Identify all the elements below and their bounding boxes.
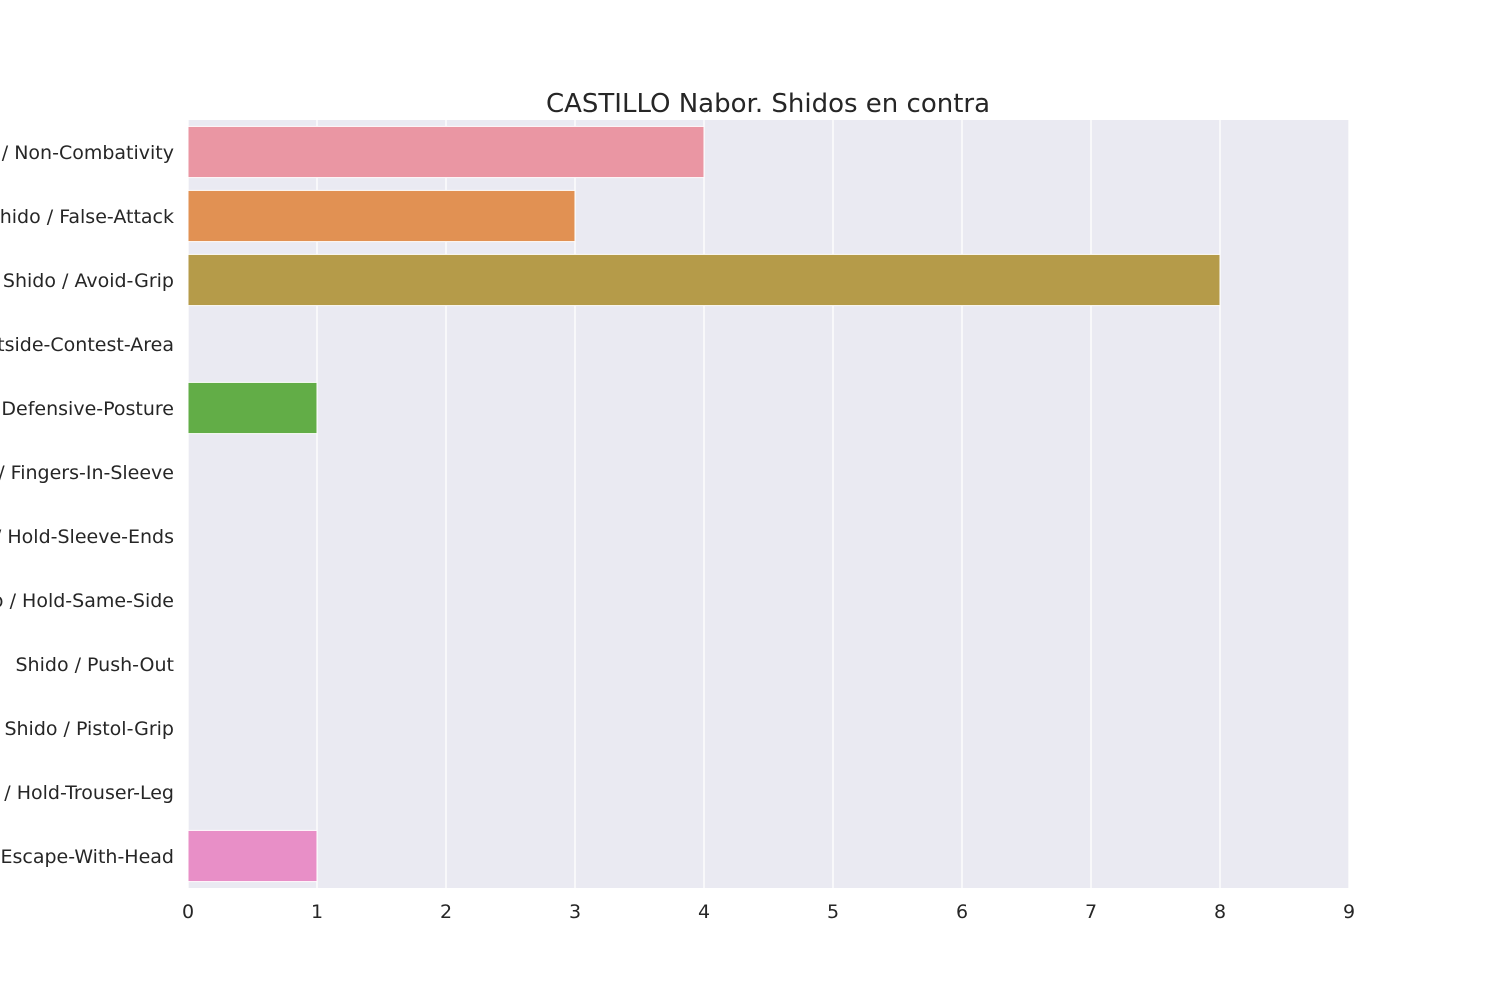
y-tick-label: Shido / Hold-Same-Side <box>0 590 174 612</box>
chart-title: CASTILLO Nabor. Shidos en contra <box>546 89 990 119</box>
y-tick-label: Shido / Push-Out <box>16 654 175 676</box>
x-tick-label: 4 <box>698 901 710 923</box>
y-tick-label: Shido / Fingers-In-Sleeve <box>0 462 174 484</box>
plot-background <box>188 120 1349 888</box>
x-tick-label: 5 <box>827 901 839 923</box>
bars <box>187 125 1221 883</box>
y-tick-label: Shido / Pistol-Grip <box>4 718 174 740</box>
y-tick-label: Shido / Outside-Contest-Area <box>0 334 174 356</box>
grid-lines <box>187 120 1350 888</box>
bar <box>187 125 705 179</box>
x-tick-label: 3 <box>569 901 581 923</box>
bar <box>187 253 1221 307</box>
bar <box>187 189 576 243</box>
y-tick-label: Shido / Escape-With-Head <box>0 846 174 868</box>
x-tick-label: 0 <box>182 901 194 923</box>
y-tick-label: Shido / False-Attack <box>0 206 174 228</box>
y-tick-label: Shido / Defensive-Posture <box>0 398 174 420</box>
bar <box>187 829 318 883</box>
x-tick-label: 6 <box>956 901 968 923</box>
x-tick-label: 9 <box>1343 901 1355 923</box>
y-tick-label: Shido / Avoid-Grip <box>3 270 174 292</box>
bar <box>187 381 318 435</box>
y-tick-label: Shido / Hold-Sleeve-Ends <box>0 526 174 548</box>
x-tick-label: 8 <box>1214 901 1226 923</box>
x-tick-label: 1 <box>311 901 323 923</box>
y-axis-tick-labels: Shido / Non-Combativity Shido / False-Att… <box>0 142 174 868</box>
x-tick-label: 2 <box>440 901 452 923</box>
x-tick-label: 7 <box>1085 901 1097 923</box>
x-axis-tick-labels: 0 1 2 3 4 5 6 7 8 9 <box>182 901 1355 923</box>
y-tick-label: Shido / Hold-Trouser-Leg <box>0 782 174 804</box>
y-tick-label: Shido / Non-Combativity <box>0 142 174 164</box>
